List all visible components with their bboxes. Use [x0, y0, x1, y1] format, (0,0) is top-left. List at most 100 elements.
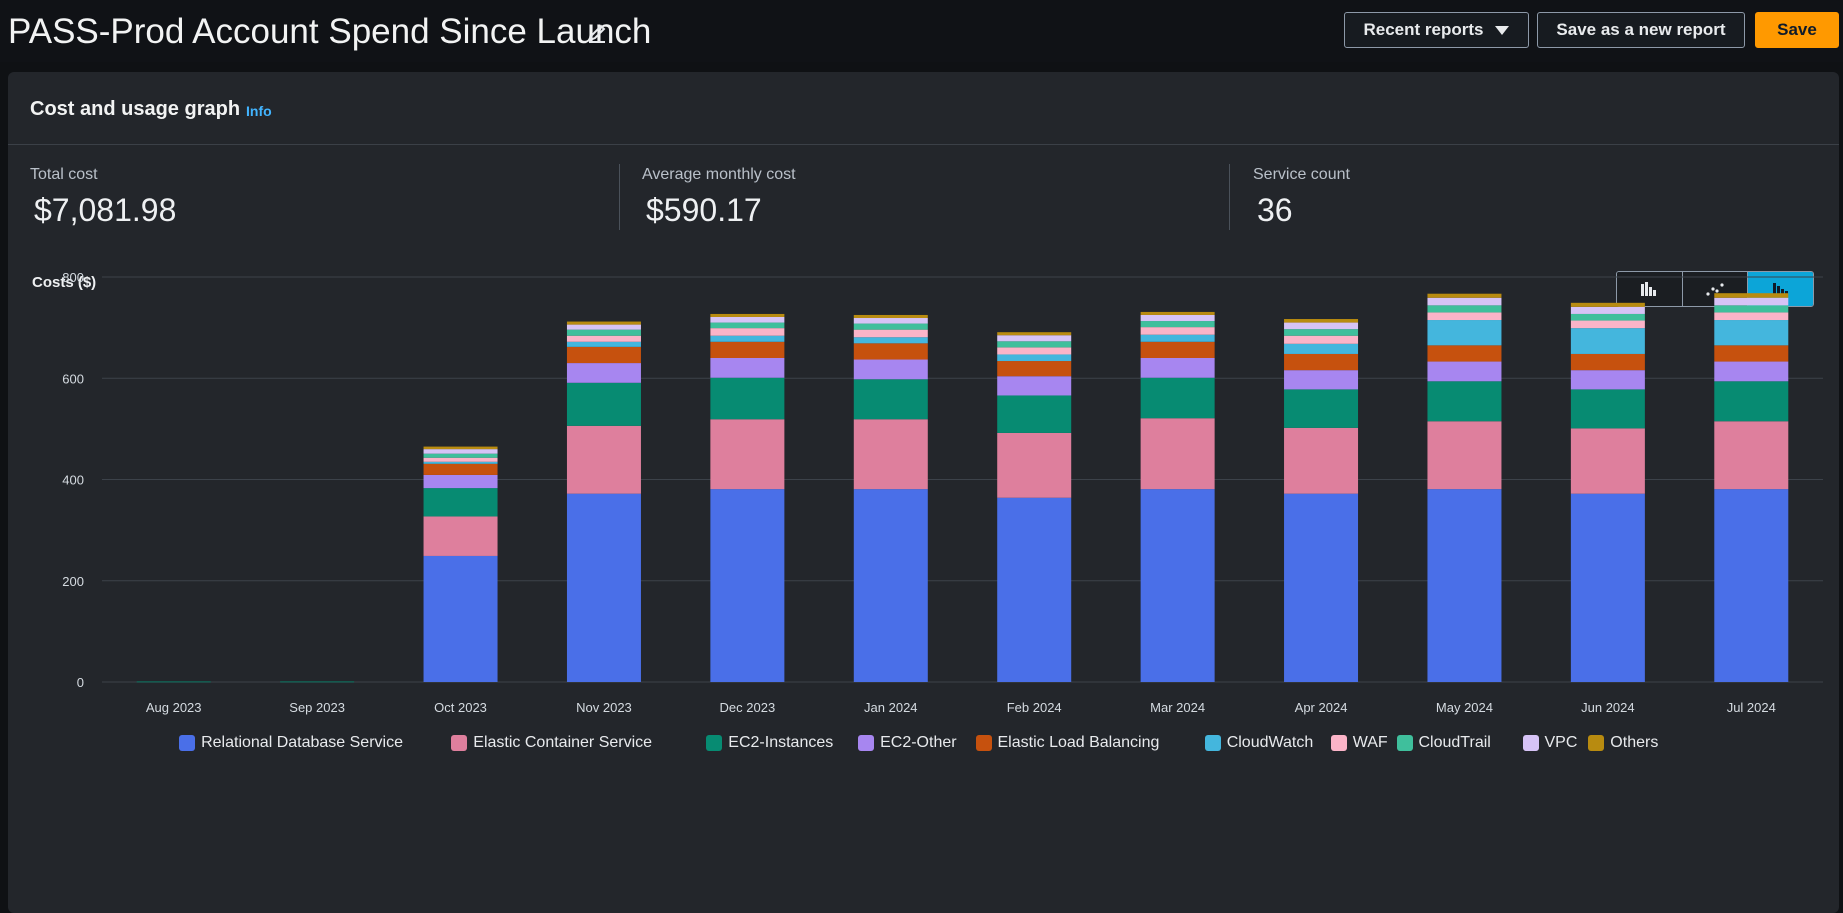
bar-segment: [710, 335, 785, 342]
bar-segment: [1284, 370, 1359, 390]
bar-segment: [1570, 313, 1645, 321]
bar-segment: [1570, 428, 1645, 494]
save-label: Save: [1777, 20, 1817, 39]
info-link[interactable]: Info: [246, 103, 272, 119]
bar-segment: [1570, 306, 1645, 314]
bar-segment: [710, 341, 785, 358]
bar-segment: [566, 335, 641, 342]
bar-segment: [1140, 489, 1215, 682]
save-button[interactable]: Save: [1755, 12, 1839, 48]
x-tick-label: Nov 2023: [576, 700, 632, 715]
stacked-bar-chart: 0 200 400 600 800 Aug 2023 Sep 2023 Oct 2023 Nov…: [62, 270, 1823, 715]
bar-segment: [997, 354, 1072, 362]
bar-segment: [136, 681, 211, 683]
y-tick-label: 800: [62, 270, 84, 285]
bar-segment: [853, 343, 928, 360]
legend-swatch: [1204, 735, 1221, 751]
x-tick-label: Jan 2024: [864, 700, 918, 715]
bar-chart-icon: [1641, 282, 1657, 296]
bar-segment: [1570, 320, 1645, 329]
bar-segment: [853, 379, 928, 420]
bar-segment: [1140, 358, 1215, 378]
x-tick-label: May 2024: [1436, 700, 1493, 715]
legend-swatch: [858, 735, 875, 751]
x-tick-label: Aug 2023: [146, 700, 202, 715]
bar-segment: [1427, 381, 1502, 422]
bar-segment: [566, 341, 641, 347]
x-tick-label: Feb 2024: [1007, 700, 1062, 715]
bar-segment: [1284, 427, 1359, 494]
y-tick-label: 200: [62, 574, 84, 589]
bar-segment: [1570, 353, 1645, 371]
bar-segment: [423, 488, 498, 517]
top-bar: [0, 0, 1843, 62]
legend-item[interactable]: WAF: [1330, 734, 1388, 752]
bar-segment: [1570, 389, 1645, 429]
bar-segment: [1427, 345, 1502, 362]
cost-usage-panel: Cost and usage graph Info Total cost $7,…: [8, 72, 1839, 913]
bar-segment: [1714, 293, 1789, 298]
bar-segment: [710, 313, 785, 317]
kpi-divider: [619, 164, 620, 230]
bar-segment: [423, 555, 498, 682]
bar-segment: [1570, 493, 1645, 682]
legend-label: Relational Database Service: [201, 734, 403, 751]
bar-segment: [1140, 314, 1215, 322]
bar-segment: [853, 359, 928, 380]
save-as-new-report-button[interactable]: Save as a new report: [1537, 12, 1745, 48]
bar-segment: [1427, 293, 1502, 298]
bar-segment: [1284, 353, 1359, 371]
bar-segment: [997, 432, 1072, 498]
legend-item[interactable]: VPC: [1522, 734, 1577, 752]
legend-item[interactable]: CloudWatch: [1204, 734, 1313, 752]
bar-segment: [997, 335, 1072, 342]
legend-item[interactable]: CloudTrail: [1396, 734, 1491, 752]
legend-swatch: [1330, 735, 1347, 751]
bar-segment: [1714, 489, 1789, 682]
kpi-label: Total cost: [30, 166, 98, 183]
legend-item[interactable]: Elastic Load Balancing: [975, 734, 1159, 752]
bar-segment: [1427, 312, 1502, 321]
bar-chart-toggle[interactable]: [1617, 272, 1683, 306]
line-chart-icon: [1706, 283, 1724, 296]
legend-item[interactable]: EC2-Instances: [706, 734, 833, 752]
bar-segment: [853, 314, 928, 319]
bar-segment: [997, 341, 1072, 348]
edit-icon[interactable]: [586, 22, 608, 44]
legend-item[interactable]: EC2-Other: [858, 734, 957, 752]
y-axis-title: Costs ($): [32, 274, 97, 291]
bar-segment: [1427, 297, 1502, 306]
bar-segment: [853, 489, 928, 682]
page-title: PASS-Prod Account Spend Since Launch: [8, 12, 652, 51]
bar-segment: [1140, 334, 1215, 342]
bar-segment: [1140, 321, 1215, 328]
recent-reports-label: Recent reports: [1363, 20, 1484, 39]
bar-segment: [1714, 320, 1789, 346]
y-tick-label: 600: [62, 371, 84, 386]
legend-item[interactable]: Elastic Container Service: [451, 734, 652, 752]
bar-segment: [1284, 335, 1359, 344]
bar-segment: [423, 474, 498, 489]
bar-segment: [1714, 297, 1789, 306]
bar-segment: [1714, 421, 1789, 490]
legend-label: Others: [1610, 734, 1659, 751]
y-tick-label: 400: [62, 473, 84, 488]
legend-item[interactable]: Relational Database Service: [179, 734, 403, 752]
legend-swatch: [179, 735, 196, 751]
legend-item[interactable]: Others: [1588, 734, 1658, 752]
kpi-value: $590.17: [646, 192, 762, 228]
legend-label: Elastic Container Service: [473, 734, 653, 751]
kpi-service-count: Service count 36: [1253, 166, 1350, 229]
bar-segment: [1427, 305, 1502, 313]
bar-segment: [853, 318, 928, 324]
bar-segment: [710, 377, 785, 420]
bar-segment: [1284, 389, 1359, 428]
recent-reports-dropdown[interactable]: Recent reports: [1344, 12, 1529, 48]
bar-segment: [1427, 320, 1502, 346]
panel-title: Cost and usage graph: [30, 98, 241, 120]
x-tick-label: Jun 2024: [1581, 700, 1635, 715]
x-tick-label: Apr 2024: [1295, 700, 1348, 715]
save-as-new-report-label: Save as a new report: [1556, 20, 1726, 39]
x-tick-label: Jul 2024: [1727, 700, 1776, 715]
legend-swatch: [1522, 735, 1539, 751]
